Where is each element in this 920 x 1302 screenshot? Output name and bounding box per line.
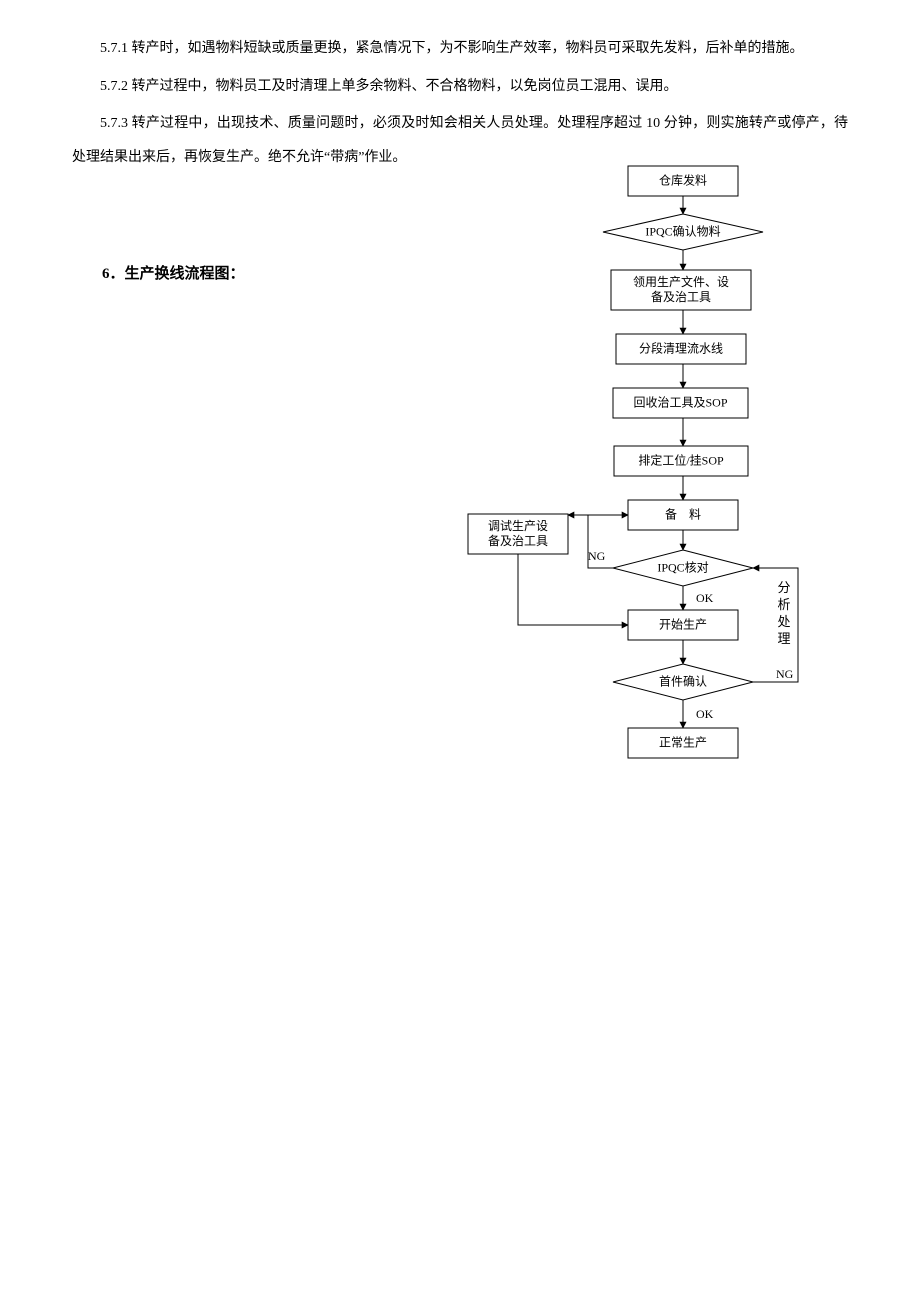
paragraph-5-7-1: 5.7.1 转产时，如遇物料短缺或质量更换，紧急情况下，为不影响生产效率，物料员…	[72, 32, 848, 66]
flow-node-label: IPQC确认物料	[645, 225, 720, 239]
flow-node-label: 排定工位/挂SOP	[638, 453, 724, 468]
flow-edge-label: OK	[696, 707, 714, 721]
flow-edge-label: NG	[776, 667, 794, 681]
flow-side-label: 处	[777, 614, 790, 629]
flow-node-label: 首件确认	[659, 675, 707, 689]
flow-node-label: 回收治工具及SOP	[633, 396, 727, 410]
section-title-6: 6．生产换线流程图：	[72, 262, 245, 283]
flow-side-label: 理	[777, 631, 790, 646]
flow-node-label: 领用生产文件、设	[633, 274, 729, 289]
flowchart-container: OKOKNGNG仓库发料IPQC确认物料领用生产文件、设备及治工具分段清理流水线…	[428, 156, 848, 781]
flow-node-label: 调试生产设	[488, 518, 548, 533]
flow-node-label: 备 料	[665, 508, 701, 522]
flow-node-label: IPQC核对	[657, 561, 708, 575]
flow-edge	[518, 554, 628, 625]
flow-side-label: 分	[777, 580, 790, 595]
flow-node-label: 分段清理流水线	[639, 341, 723, 356]
flow-node-label: 备及治工具	[651, 290, 711, 304]
flow-edge-label: OK	[696, 591, 714, 605]
flow-node-label: 开始生产	[659, 618, 707, 632]
flow-edge	[753, 568, 798, 682]
flow-node-label: 仓库发料	[659, 173, 707, 188]
flow-side-label: 析	[777, 597, 790, 612]
flowchart-svg: OKOKNGNG仓库发料IPQC确认物料领用生产文件、设备及治工具分段清理流水线…	[428, 156, 848, 776]
flow-node-label: 正常生产	[659, 736, 707, 750]
paragraph-5-7-2: 5.7.2 转产过程中，物料员工及时清理上单多余物料、不合格物料，以免岗位员工混…	[72, 70, 848, 104]
flow-edge-label: NG	[588, 549, 606, 563]
flow-node-label: 备及治工具	[488, 534, 548, 548]
